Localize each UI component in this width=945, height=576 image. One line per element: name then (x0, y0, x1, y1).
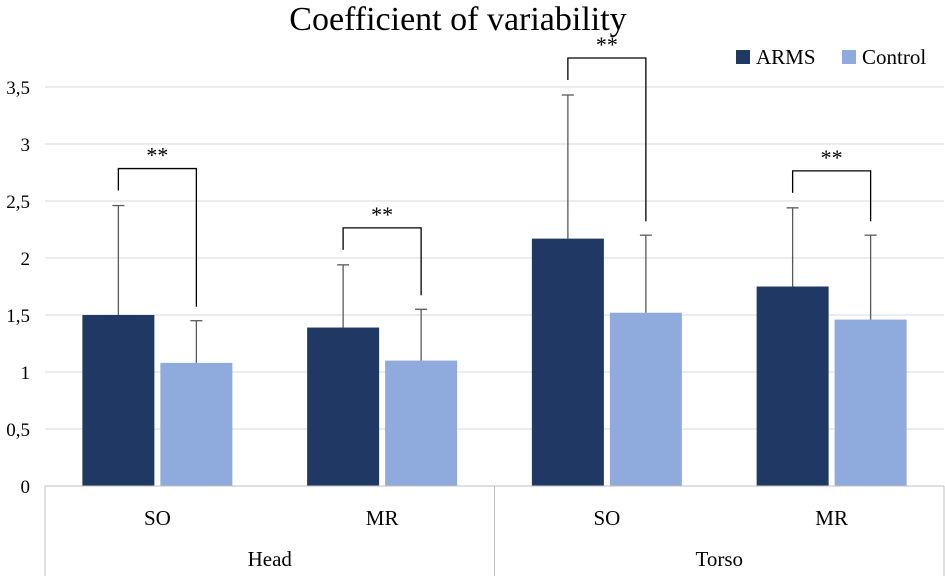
bar-control-2 (385, 360, 458, 486)
x-category-label: MR (366, 506, 399, 530)
x-category-label: MR (815, 506, 848, 530)
bar-arms-4 (756, 286, 829, 486)
significance-bracket (117, 167, 198, 307)
legend-swatch-control (842, 50, 856, 64)
significance-bracket (791, 170, 872, 222)
y-tick-label: 1,5 (6, 306, 30, 327)
bar-arms-3 (531, 238, 604, 486)
significance-label: ** (371, 202, 393, 227)
legend: ARMS Control (736, 45, 926, 69)
bar-arms-2 (307, 327, 380, 486)
error-bars (112, 94, 877, 363)
significance-bracket (342, 227, 422, 296)
bar-control-3 (609, 312, 682, 486)
bar-control-1 (160, 362, 233, 486)
y-tick-label: 2,5 (6, 192, 30, 213)
significance-brackets: ** ** ** ** (117, 32, 872, 307)
x-axis: SO MR SO MR Head Torso (44, 485, 945, 576)
x-category-label: SO (144, 506, 171, 530)
bars (82, 238, 907, 486)
y-tick-label: 2 (21, 249, 31, 270)
legend-label-control: Control (862, 45, 926, 69)
legend-swatch-arms (736, 50, 750, 64)
bar-control-4 (834, 319, 907, 486)
y-tick-label: 3 (21, 135, 31, 156)
significance-label: ** (146, 143, 168, 168)
chart-title: Coefficient of variability (289, 1, 626, 38)
y-tick-label: 3,5 (6, 78, 30, 99)
legend-label-arms: ARMS (756, 45, 816, 69)
y-tick-label: 0,5 (6, 420, 30, 441)
x-group-label: Torso (695, 547, 743, 571)
significance-label: ** (596, 32, 618, 57)
significance-bracket (567, 57, 647, 222)
y-tick-label: 1 (21, 363, 31, 384)
y-tick-label: 0 (21, 477, 31, 498)
bar-arms-1 (82, 315, 155, 486)
x-category-label: SO (593, 506, 620, 530)
x-group-label: Head (248, 547, 293, 571)
significance-label: ** (821, 145, 843, 170)
y-axis-ticks: 0 0,5 1 1,5 2 2,5 3 3,5 (6, 78, 30, 498)
